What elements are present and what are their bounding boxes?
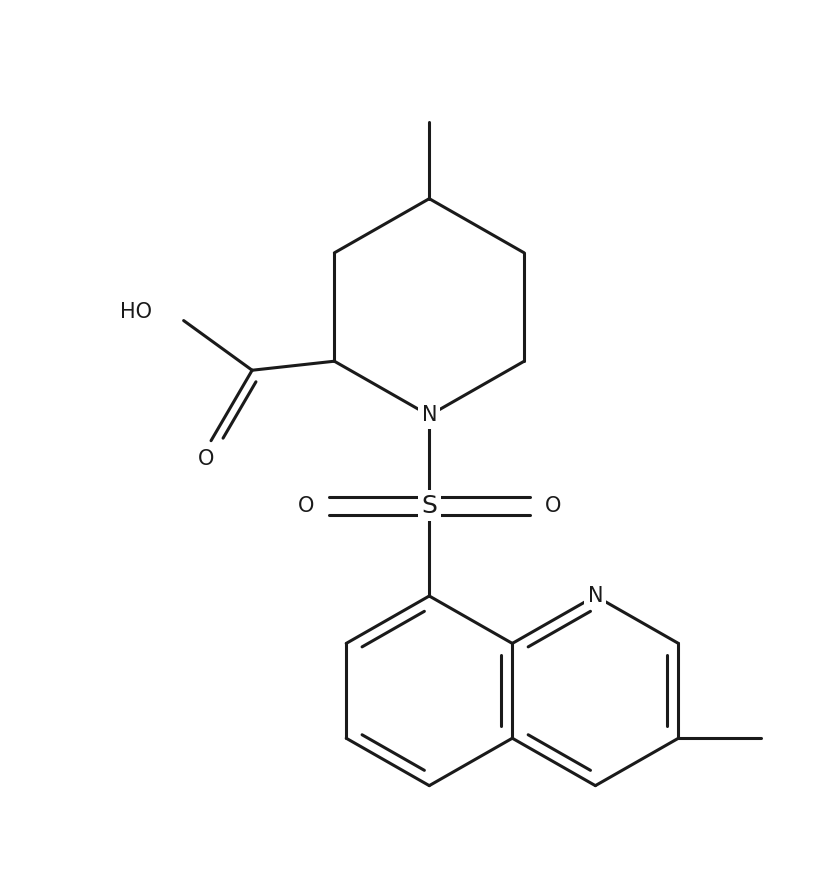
Text: O: O xyxy=(298,495,314,516)
Text: O: O xyxy=(198,449,215,468)
Text: HO: HO xyxy=(120,301,152,322)
Text: N: N xyxy=(588,586,603,606)
Text: O: O xyxy=(544,495,561,516)
Text: N: N xyxy=(422,405,437,426)
Text: S: S xyxy=(422,493,437,518)
